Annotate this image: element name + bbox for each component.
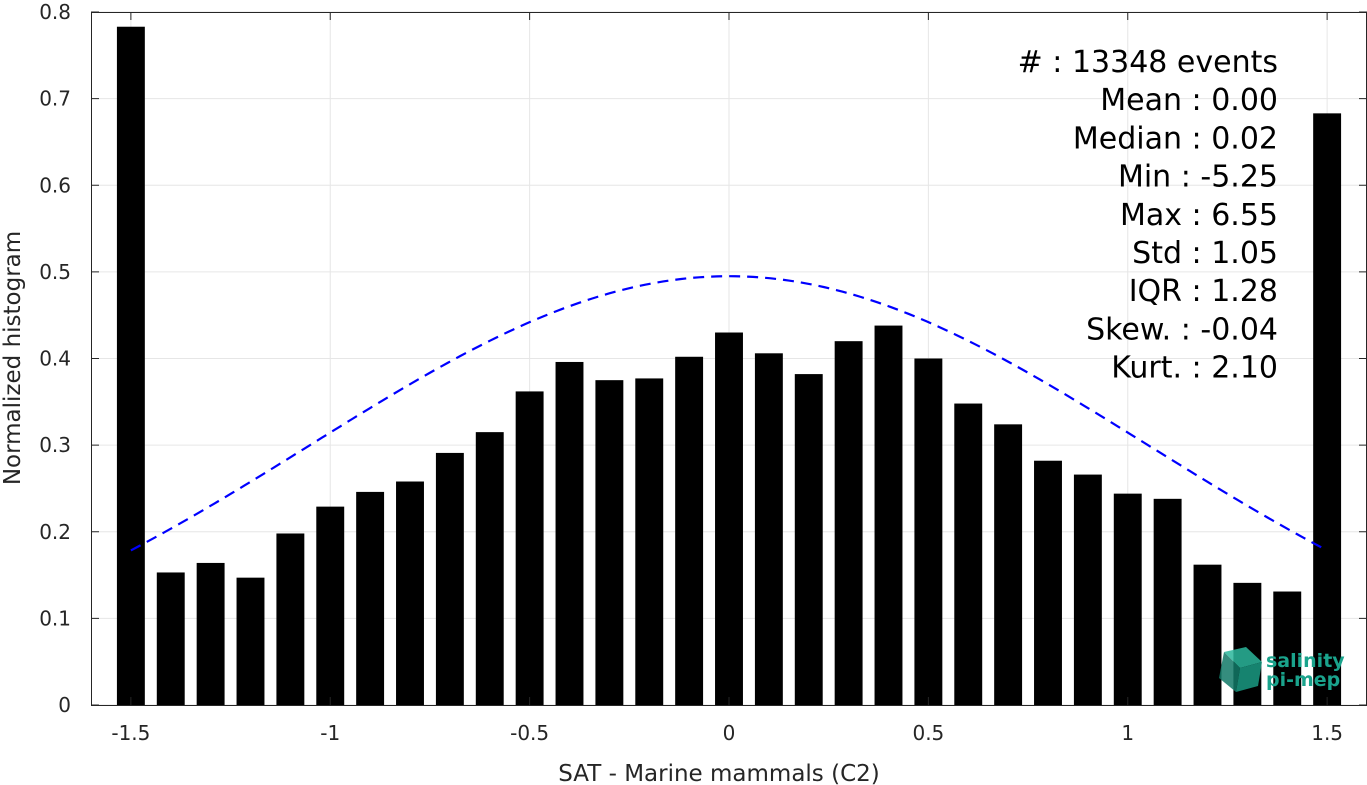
logo-line1: salinity [1266,650,1345,672]
axis-ticks [91,11,1367,706]
histogram-bar [1313,113,1342,705]
histogram-bar [116,26,145,705]
histogram-bar [1193,564,1222,705]
histogram-bar [276,533,305,705]
histogram-bar [236,577,265,705]
histogram-bar [1273,591,1302,705]
stat-line: Std : 1.05 [1132,236,1278,271]
histogram-bar [754,353,783,705]
stat-line: # : 13348 events [1018,45,1278,80]
x-tick-label: 1 [1121,721,1134,745]
histogram-bar [834,341,863,705]
histogram-bar [635,378,664,705]
cube-icon [1219,647,1262,692]
histogram-bars [116,26,1342,705]
histogram-bar [994,424,1023,705]
histogram-bar [475,432,504,705]
y-tick-label: 0.1 [39,606,71,630]
y-tick-label: 0.4 [39,347,71,371]
histogram-bar [954,403,983,705]
x-tick-label: -1.5 [111,721,150,745]
histogram-bar [316,506,345,705]
normal-fit-curve [130,275,1328,552]
y-tick-label: 0.5 [39,260,71,284]
y-tick-label: 0.8 [39,0,71,24]
histogram-bar [1113,493,1142,705]
histogram-bar [156,572,185,705]
y-tick-label: 0.6 [39,173,71,197]
stat-line: IQR : 1.28 [1129,274,1278,309]
stat-line: Kurt. : 2.10 [1111,351,1278,386]
stat-line: Min : -5.25 [1118,160,1278,195]
histogram-bar [356,491,385,705]
histogram-bar [794,374,823,705]
y-tick-label: 0 [58,693,71,717]
histogram-bar [196,562,225,705]
stat-line: Mean : 0.00 [1100,83,1278,118]
histogram-bar [715,332,743,705]
histogram-bar [1073,474,1102,705]
stat-line: Skew. : -0.04 [1086,312,1278,347]
histogram-bar [595,380,624,705]
histogram-bar [515,391,544,705]
y-tick-label: 0.3 [39,433,71,457]
x-tick-label: 0.5 [912,721,944,745]
histogram-bar [435,452,464,705]
x-tick-label: 0 [723,721,736,745]
histogram-bar [1034,460,1062,705]
stat-line: Median : 0.02 [1073,121,1278,156]
histogram-bar [874,325,903,705]
y-tick-label: 0.7 [39,87,71,111]
histogram-bar [675,356,704,705]
stat-line: Max : 6.55 [1120,198,1278,233]
histogram-bar [914,358,943,705]
logo-line2: pi-mep [1266,669,1340,691]
x-tick-label: -0.5 [510,721,549,745]
tick-labels: -1.5 -1 -0.5 0 0.5 1 1.5 0 0.1 0.2 0.3 0.4 0.5 0.6 0.7… [39,0,1343,745]
x-tick-label: 1.5 [1311,721,1343,745]
histogram-bar [555,361,584,705]
salinity-pi-mep-logo: salinity pi-mep [1219,647,1345,692]
histogram-bar [1153,498,1182,705]
y-tick-label: 0.2 [39,520,71,544]
y-axis-label: Normalized histogram [0,231,26,485]
histogram-bar [396,481,424,705]
x-axis-label: SAT - Marine mammals (C2) [558,761,880,785]
x-tick-label: -1 [320,721,340,745]
